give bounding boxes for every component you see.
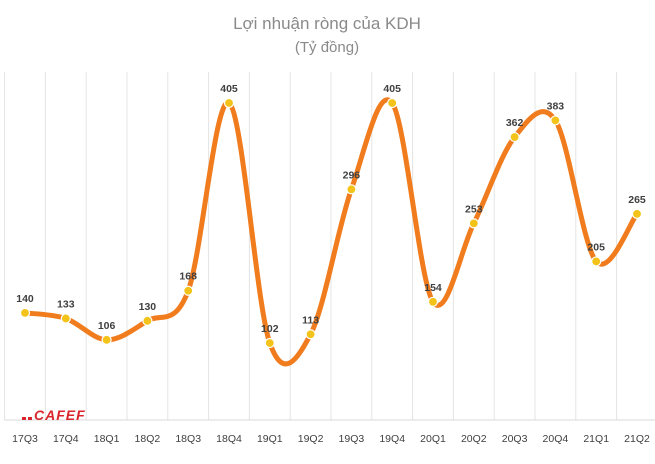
series-line-path	[22, 97, 640, 367]
x-tick-18Q3: 18Q3	[175, 433, 201, 445]
data-label-20Q3: 362	[506, 117, 524, 129]
data-point-18Q3	[183, 285, 194, 296]
data-point-19Q1	[264, 337, 275, 349]
chart-title: Lợi nhuận ròng của KDH	[233, 14, 421, 33]
x-tick-18Q2: 18Q2	[135, 433, 161, 445]
data-point-21Q1	[591, 256, 602, 267]
data-label-19Q4: 405	[383, 83, 401, 95]
x-tick-18Q1: 18Q1	[94, 433, 120, 445]
x-tick-18Q4: 18Q4	[216, 433, 242, 445]
data-label-21Q1: 205	[587, 241, 605, 253]
data-points	[19, 97, 643, 349]
data-label-19Q3: 296	[343, 169, 361, 181]
data-label-17Q3: 140	[16, 293, 34, 305]
x-tick-19Q1: 19Q1	[257, 433, 283, 445]
data-point-18Q1	[101, 334, 112, 345]
data-label-19Q1: 102	[261, 323, 279, 335]
data-label-17Q4: 133	[57, 298, 75, 310]
x-tick-17Q3: 17Q3	[12, 433, 38, 445]
x-tick-20Q4: 20Q4	[543, 433, 569, 445]
x-tick-labels: 17Q3 17Q4 18Q1 18Q2 18Q3 18Q4 19Q1 19Q2 19Q3 19Q4…	[12, 433, 650, 445]
data-label-19Q2: 113	[302, 314, 319, 326]
data-label-20Q2: 253	[465, 203, 483, 215]
data-label-18Q2: 130	[139, 301, 157, 313]
logo-text: CAFEF	[34, 407, 86, 423]
x-tick-20Q3: 20Q3	[502, 433, 528, 445]
data-point-20Q4	[550, 115, 561, 126]
x-tick-19Q2: 19Q2	[298, 433, 324, 445]
grid-lines	[4, 72, 618, 420]
x-tick-20Q1: 20Q1	[420, 433, 446, 445]
x-tick-21Q2: 21Q2	[624, 433, 650, 445]
data-point-20Q3	[509, 131, 520, 143]
cafef-logo: CAFEF	[22, 407, 86, 423]
chart-subtitle: (Tỷ đồng)	[295, 39, 359, 56]
data-point-19Q3	[346, 184, 357, 195]
data-point-17Q4	[60, 313, 71, 324]
data-point-20Q1	[427, 296, 439, 307]
x-tick-20Q2: 20Q2	[461, 433, 487, 445]
data-point-21Q2	[631, 208, 643, 219]
data-label-18Q4: 405	[220, 83, 238, 95]
data-label-20Q1: 154	[424, 282, 442, 294]
data-labels: 140 133 106 130 168 405 102 113 296 405 154 253 362 3…	[16, 83, 646, 335]
data-point-19Q2	[305, 329, 316, 340]
x-tick-19Q3: 19Q3	[339, 433, 365, 445]
series-line	[22, 97, 640, 367]
data-label-18Q1: 106	[98, 320, 116, 332]
data-label-20Q4: 383	[547, 100, 565, 112]
x-tick-21Q1: 21Q1	[583, 433, 609, 445]
data-point-17Q3	[19, 307, 31, 319]
data-point-19Q4	[387, 97, 398, 109]
x-tick-17Q4: 17Q4	[53, 433, 79, 445]
data-label-21Q2: 265	[628, 194, 646, 206]
data-label-18Q3: 168	[179, 271, 197, 283]
data-point-18Q2	[142, 315, 153, 326]
x-tick-19Q4: 19Q4	[379, 433, 405, 445]
data-point-20Q2	[468, 218, 479, 229]
data-point-18Q4	[223, 97, 235, 109]
